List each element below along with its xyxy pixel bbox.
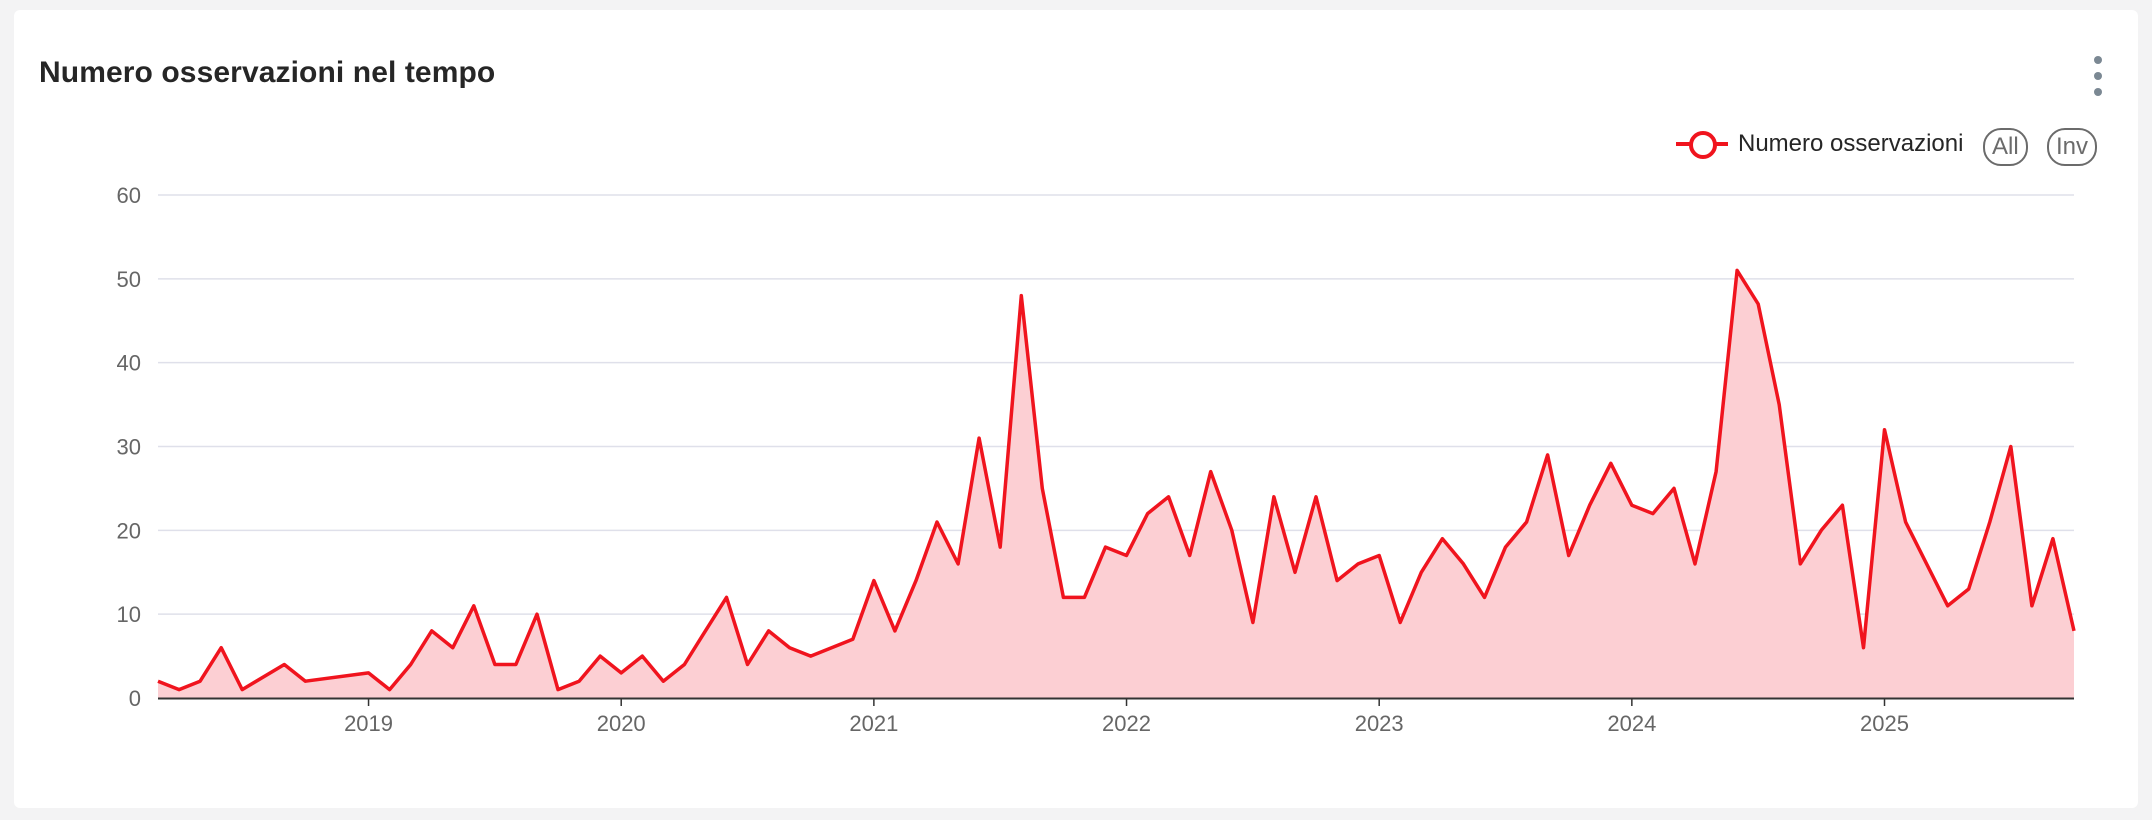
y-tick-label: 0	[129, 686, 141, 711]
legend-item-numero-osservazioni[interactable]: Numero osservazioni	[1676, 128, 1963, 160]
series-area-layer	[158, 270, 2074, 698]
series-area	[158, 270, 2074, 698]
legend-invert-button[interactable]: Inv	[2047, 128, 2098, 166]
y-tick-label: 50	[117, 267, 141, 292]
legend-label: Numero osservazioni	[1738, 130, 1964, 157]
x-tick-label: 2020	[597, 711, 646, 736]
y-axis-ticks: 0 10 20 30 40 50 60	[117, 183, 141, 711]
legend-all-button[interactable]: All	[1983, 128, 2028, 166]
more-vertical-icon[interactable]	[2088, 56, 2108, 96]
legend-marker-icon	[1676, 128, 1728, 160]
y-tick-label: 60	[117, 183, 141, 208]
x-tick-label: 2023	[1355, 711, 1404, 736]
x-tick-label: 2024	[1607, 711, 1656, 736]
y-tick-label: 20	[117, 518, 141, 543]
x-tick-label: 2022	[1102, 711, 1151, 736]
y-tick-label: 40	[117, 351, 141, 376]
y-tick-label: 30	[117, 435, 141, 460]
x-tick-label: 2025	[1860, 711, 1909, 736]
x-axis-ticks: 2019 2020 2021 2022 2023 2024 2025	[344, 698, 1909, 736]
chart-title: Numero osservazioni nel tempo	[39, 56, 496, 89]
x-tick-label: 2021	[849, 711, 898, 736]
x-tick-label: 2019	[344, 711, 393, 736]
series-line	[157, 268, 2076, 692]
series-line-layer	[157, 268, 2076, 692]
y-tick-label: 10	[117, 602, 141, 627]
